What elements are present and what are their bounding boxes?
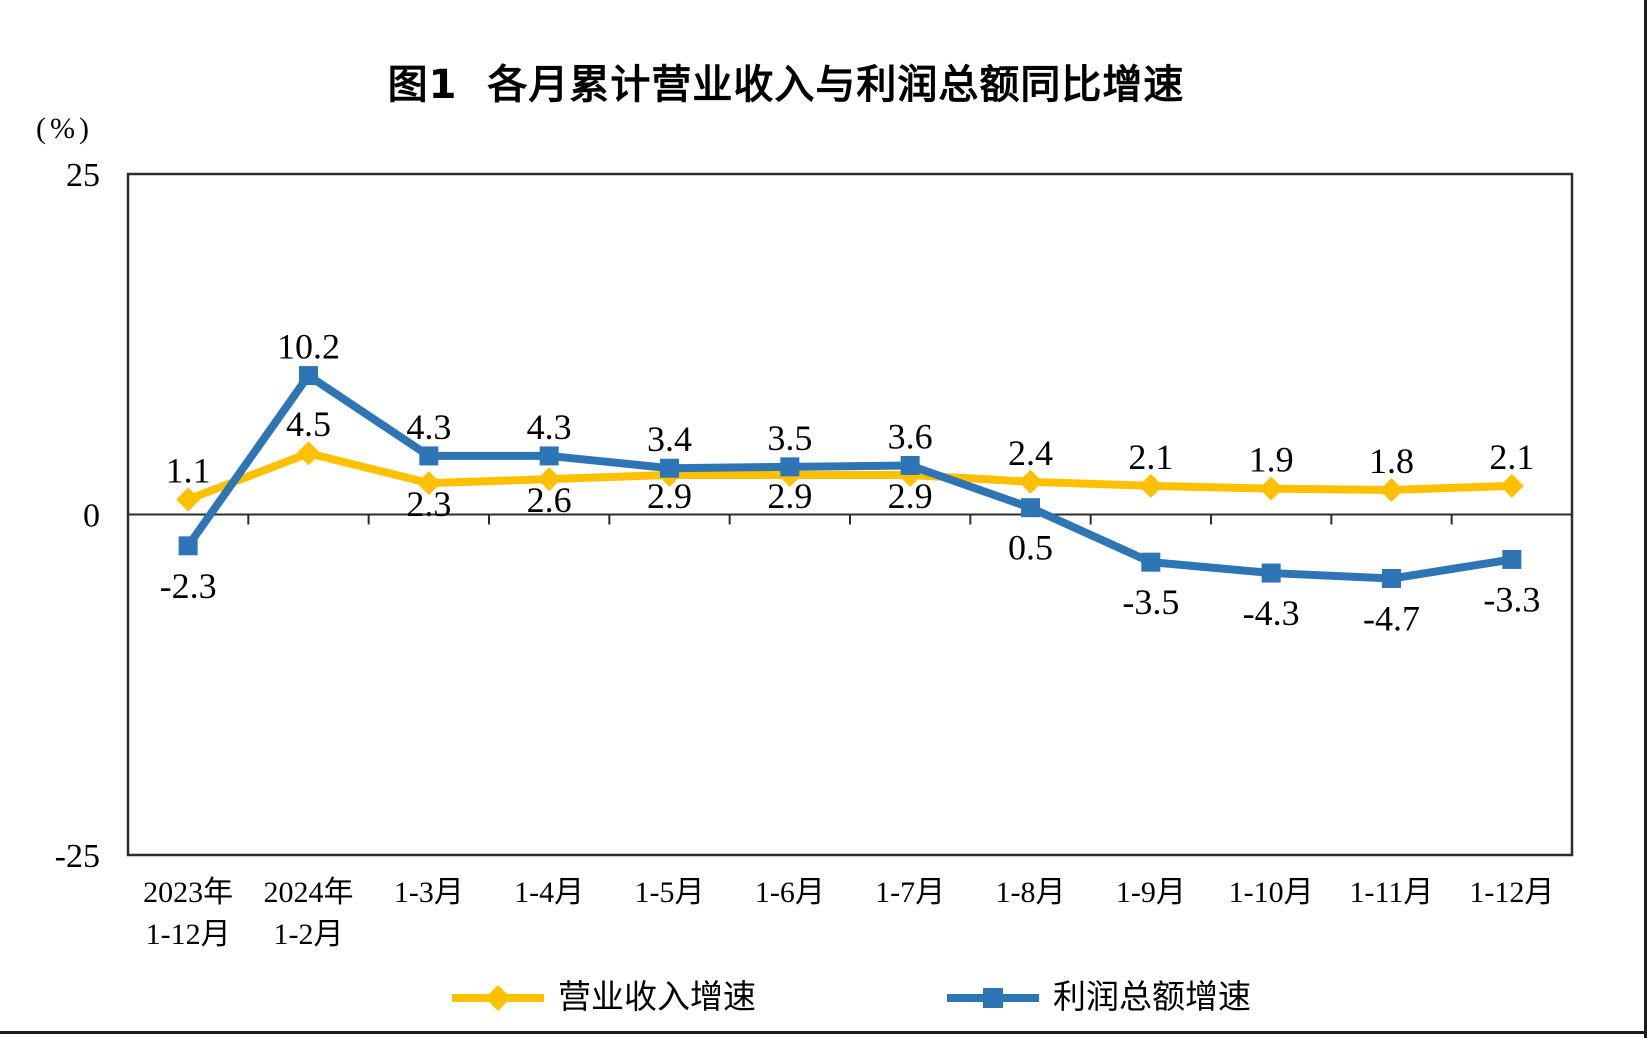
data-label: -2.3 [160, 566, 217, 606]
legend-label-profit: 利润总额增速 [1053, 980, 1251, 1016]
y-tick-label: 0 [83, 498, 100, 535]
data-label: 2.9 [767, 476, 812, 516]
profit-marker-icon [1141, 552, 1161, 572]
legend-item-profit: 利润总额增速 [945, 972, 1251, 1024]
profit-marker-icon [660, 458, 679, 478]
profit-marker-icon [178, 536, 198, 556]
profit-marker-icon [419, 446, 439, 466]
x-tick-label: 1-12月 [1469, 876, 1554, 909]
profit-series-swatch-icon [947, 988, 1039, 1008]
revenue-marker-icon [1379, 477, 1404, 502]
y-tick-label: 25 [66, 157, 100, 194]
profit-marker-icon [1021, 498, 1040, 518]
data-label: 2.1 [1128, 437, 1173, 477]
x-tick-label: 1-11月 [1350, 876, 1434, 909]
data-label: 3.4 [647, 419, 692, 459]
data-label: 0.5 [1008, 528, 1053, 568]
profit-marker-icon [1261, 563, 1281, 583]
legend: 营业收入增速 利润总额增速 [0, 972, 1647, 1024]
x-tick-label: 1-8月 [996, 876, 1066, 909]
data-label: 10.2 [277, 327, 340, 367]
data-label: 2.6 [527, 480, 572, 520]
x-tick-label: 1-4月 [514, 876, 584, 909]
data-label: 2.4 [1008, 433, 1053, 473]
revenue-marker-icon [416, 471, 441, 496]
data-label: 2.3 [406, 484, 451, 524]
x-tick-label: 1-5月 [635, 876, 705, 909]
profit-marker-icon [1502, 549, 1522, 569]
x-tick-label: 1-6月 [755, 876, 825, 909]
revenue-marker-icon [176, 487, 201, 512]
revenue-marker-icon [537, 467, 562, 492]
revenue-marker-icon [1138, 473, 1163, 498]
x-tick-label: 2024年 [264, 876, 354, 909]
series-line-revenue [186, 449, 1512, 504]
revenue-marker-icon [1499, 473, 1524, 498]
data-label: 2.1 [1489, 437, 1534, 477]
x-tick-label: 1-10月 [1229, 876, 1314, 909]
data-label: 1.9 [1249, 440, 1294, 480]
legend-item-revenue: 营业收入增速 [450, 972, 756, 1024]
x-tick-label: 1-9月 [1116, 876, 1186, 909]
x-tick-label-line2: 1-12月 [146, 918, 231, 951]
data-label: 1.8 [1369, 441, 1414, 481]
profit-marker-icon [299, 366, 318, 386]
revenue-series-swatch-icon [452, 985, 544, 1011]
chart-title: 图1 各月累计营业收入与利润总额同比增速 [387, 62, 1185, 108]
x-tick-label-line2: 1-2月 [274, 918, 344, 951]
data-label: 4.5 [286, 404, 331, 444]
data-label: 3.5 [767, 418, 812, 458]
data-label: 2.9 [888, 476, 933, 516]
data-label: -3.3 [1483, 579, 1540, 619]
y-tick-label: -25 [55, 838, 100, 875]
data-label: 4.3 [527, 407, 572, 447]
legend-label-revenue: 营业收入增速 [558, 980, 756, 1016]
data-label: 3.6 [888, 416, 933, 456]
revenue-marker-icon [1018, 469, 1043, 494]
data-label: 4.3 [406, 407, 451, 447]
series-line-profit [184, 371, 1513, 583]
profit-marker-icon [1382, 569, 1401, 589]
revenue-marker-icon [1259, 476, 1284, 501]
page-right-border [1644, 0, 1647, 1038]
revenue-marker-icon [296, 441, 321, 466]
y-axis-unit-label: (%) [36, 112, 93, 145]
data-label: -4.3 [1243, 593, 1300, 633]
x-tick-label: 1-3月 [394, 876, 464, 909]
x-tick-label: 2023年 [143, 876, 233, 909]
profit-marker-icon [539, 446, 559, 466]
data-label: -4.7 [1363, 599, 1420, 639]
page-bottom-border [0, 1031, 1647, 1034]
data-label: 1.1 [166, 451, 211, 491]
profit-marker-icon [900, 455, 920, 475]
data-label: 2.9 [647, 476, 692, 516]
data-label: -3.5 [1122, 582, 1179, 622]
x-tick-label: 1-7月 [875, 876, 945, 909]
profit-marker-icon [780, 457, 800, 477]
